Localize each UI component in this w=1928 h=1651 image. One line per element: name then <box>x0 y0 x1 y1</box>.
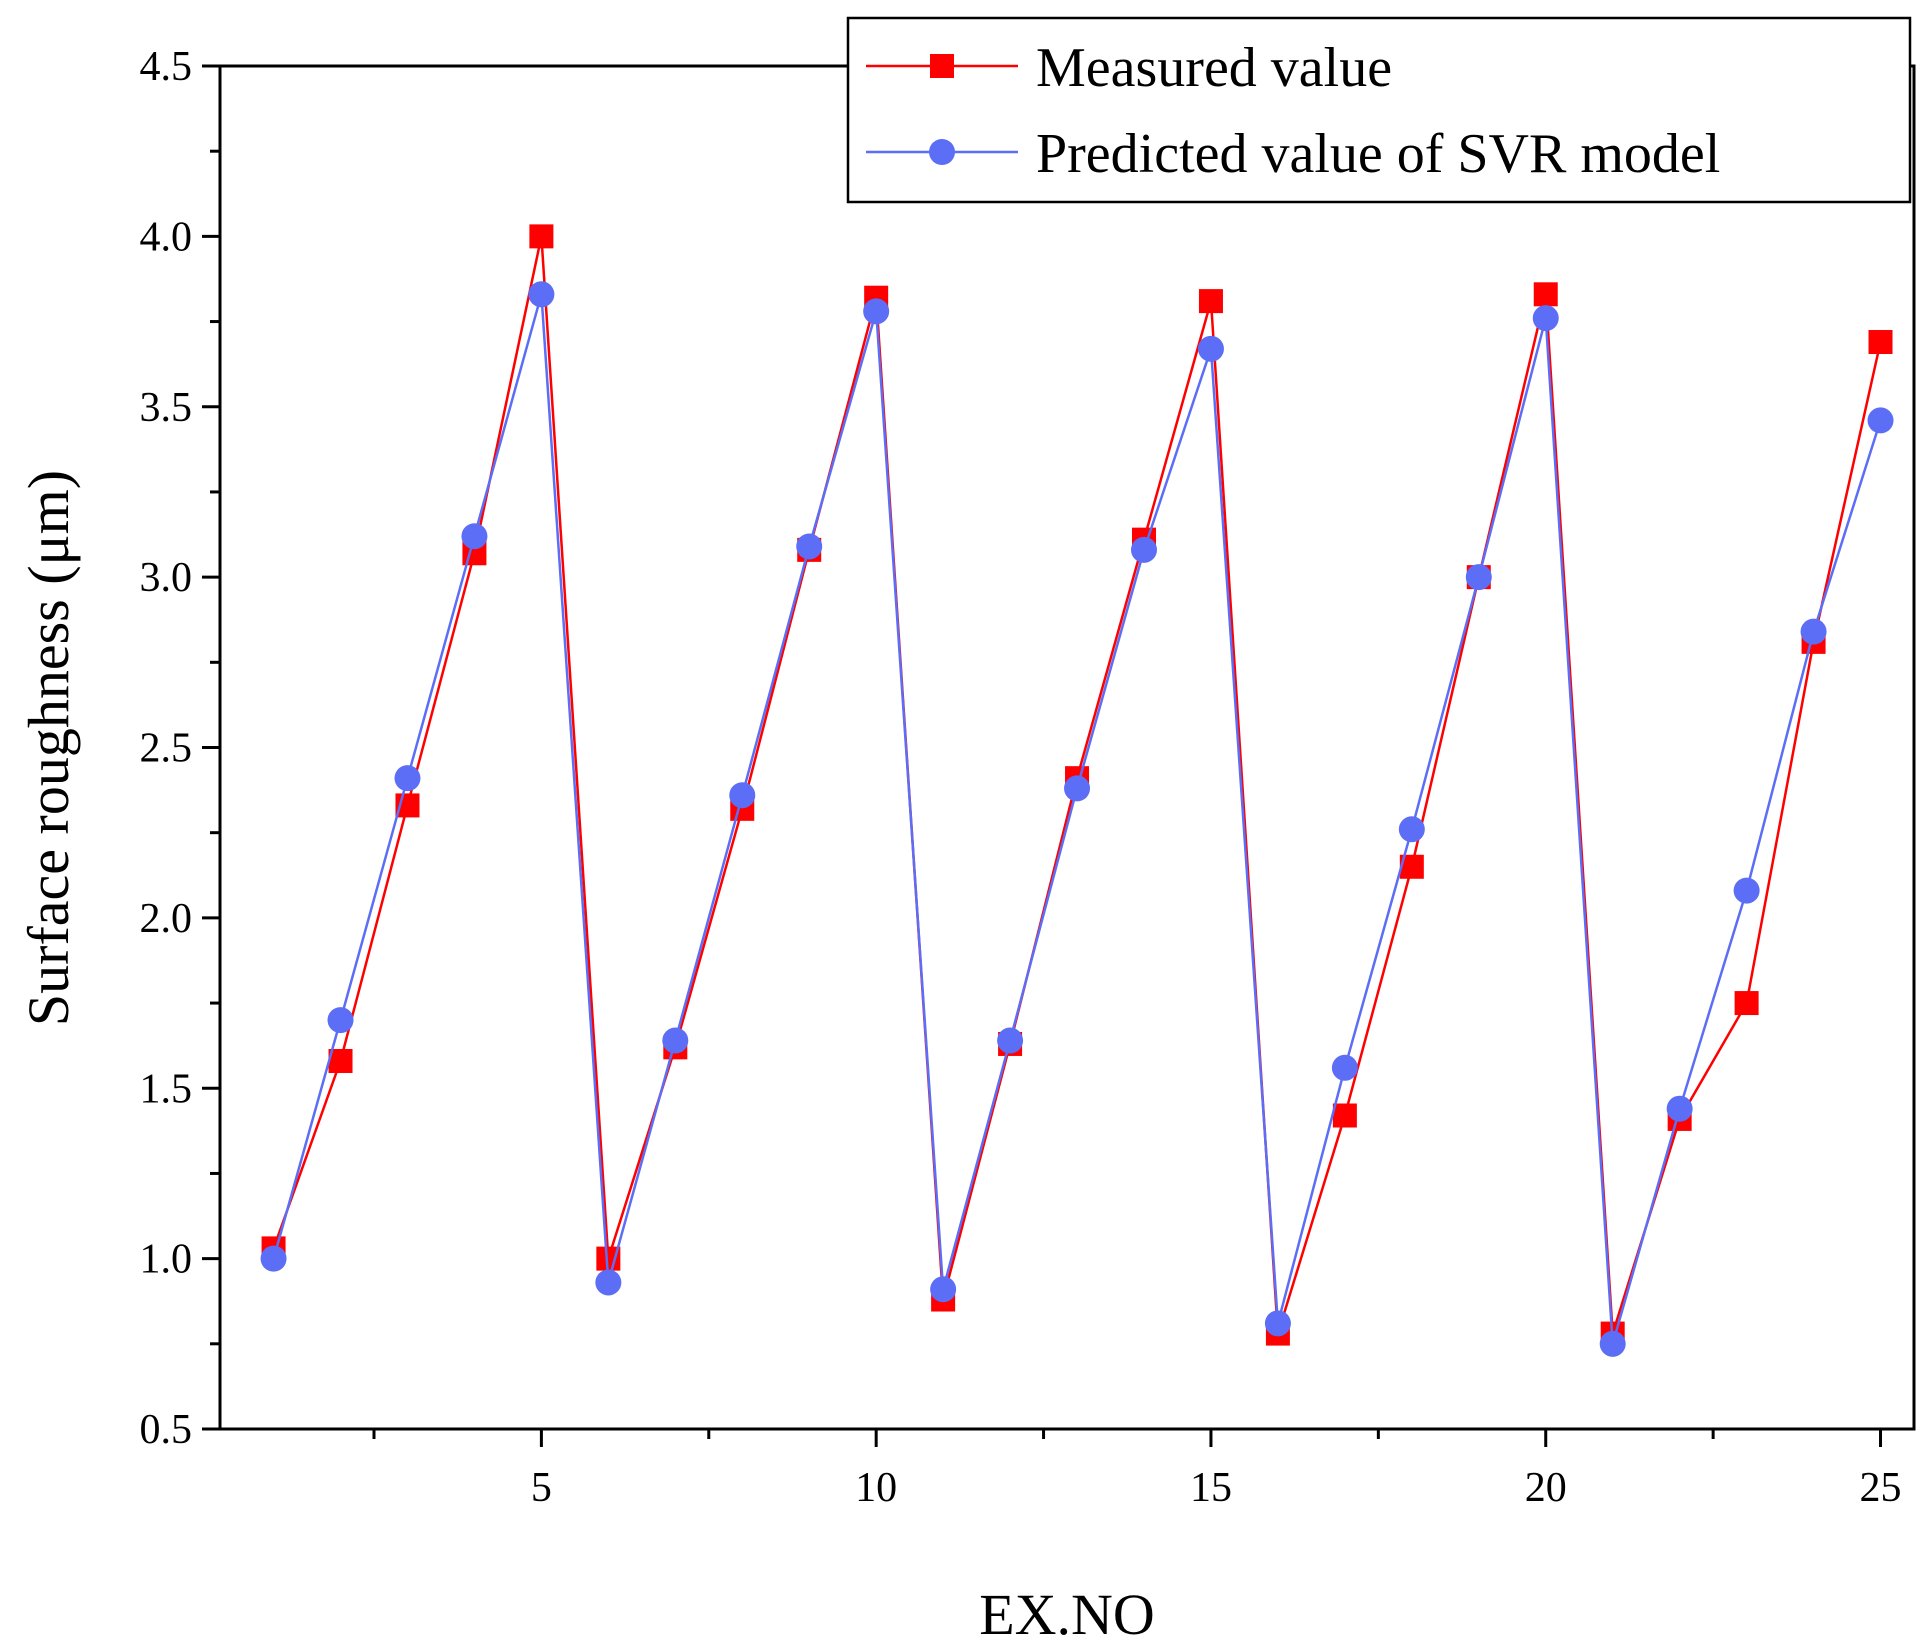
predicted-point <box>595 1269 622 1296</box>
legend: Measured value Predicted value of SVR mo… <box>846 16 1912 204</box>
measured-point <box>1533 282 1558 307</box>
legend-predicted-marker <box>929 139 955 165</box>
legend-measured-label: Measured value <box>1036 37 1392 99</box>
measured-point <box>1868 330 1893 355</box>
y-tick-label: 1.5 <box>140 1066 193 1112</box>
predicted-point <box>729 782 756 809</box>
predicted-point <box>930 1276 957 1303</box>
predicted-point <box>662 1027 689 1054</box>
predicted-point <box>796 533 823 560</box>
measured-point <box>1332 1103 1357 1128</box>
x-tick-label: 10 <box>855 1465 897 1511</box>
y-tick-label: 2.0 <box>140 896 193 942</box>
predicted-point <box>1532 305 1559 332</box>
tick-layer: 0.5 1.0 1.5 2.0 2.5 3.0 3.5 4.0 4.5 5 10 15 20 25 <box>140 44 1902 1511</box>
x-axis-title: EX.NO <box>979 1582 1155 1647</box>
predicted-point <box>1331 1054 1358 1081</box>
predicted-point <box>1398 816 1425 843</box>
legend-box <box>846 16 1912 204</box>
series-layer <box>260 224 1894 1357</box>
predicted-point <box>461 523 488 550</box>
y-tick-label: 2.5 <box>140 726 193 772</box>
y-tick-label: 3.0 <box>140 555 193 601</box>
x-tick-label: 20 <box>1525 1465 1567 1511</box>
y-tick-label: 3.5 <box>140 385 193 431</box>
predicted-point <box>1064 775 1091 802</box>
legend-predicted-label: Predicted value of SVR model <box>1036 123 1720 185</box>
predicted-point <box>327 1007 354 1034</box>
predicted-point <box>394 765 421 792</box>
measured-point <box>529 224 554 249</box>
y-tick-label: 4.5 <box>140 44 193 90</box>
y-tick-label: 0.5 <box>140 1407 193 1453</box>
predicted-point <box>1465 564 1492 591</box>
predicted-point <box>997 1027 1024 1054</box>
plot-frame <box>218 64 1916 1431</box>
predicted-point <box>528 281 555 308</box>
x-tick-label: 5 <box>531 1465 552 1511</box>
predicted-point <box>1666 1095 1693 1122</box>
predicted-point <box>1197 335 1224 362</box>
x-tick-label: 25 <box>1860 1465 1902 1511</box>
predicted-point <box>1264 1310 1291 1337</box>
predicted-series-line <box>272 293 1882 1346</box>
y-axis-title: Surface roughness (μm) <box>16 470 81 1026</box>
y-tick-label: 1.0 <box>140 1237 193 1283</box>
predicted-point <box>260 1245 287 1272</box>
predicted-point <box>863 298 890 325</box>
predicted-point <box>1867 407 1894 434</box>
measured-point <box>1734 991 1759 1016</box>
legend-measured-marker <box>930 54 954 78</box>
predicted-point <box>1131 536 1157 563</box>
predicted-point <box>1733 877 1760 904</box>
x-tick-label: 15 <box>1190 1465 1232 1511</box>
predicted-point <box>1599 1330 1626 1357</box>
y-tick-label: 4.0 <box>140 214 193 260</box>
measured-point <box>1198 289 1223 314</box>
predicted-point <box>1800 618 1827 645</box>
